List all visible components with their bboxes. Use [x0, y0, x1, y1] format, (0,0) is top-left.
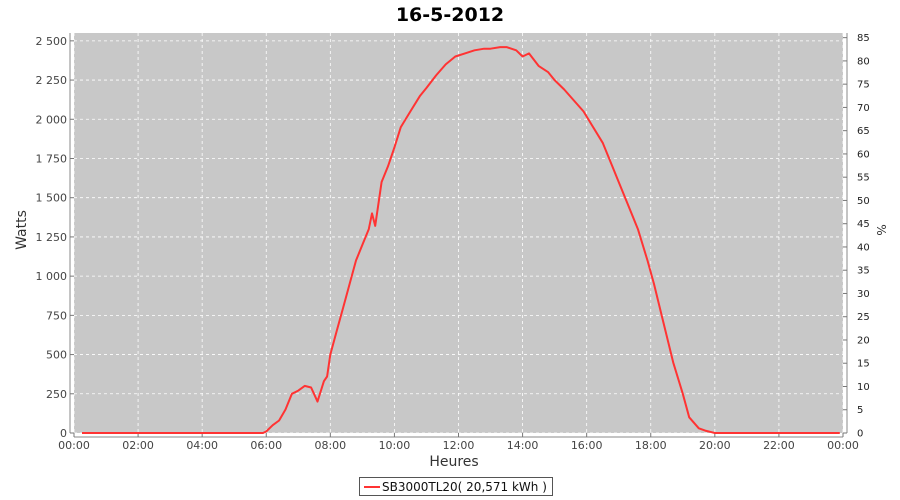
- x-tick-label: 14:00: [507, 439, 539, 452]
- y2-tick-label: 75: [857, 80, 870, 91]
- x-tick-label: 06:00: [250, 439, 282, 452]
- x-tick-label: 12:00: [443, 439, 475, 452]
- y-tick-label: 2 250: [36, 74, 68, 87]
- y2-axis-ticks: 0 5 10 15 20 25 30 35 40 45 50 55 60 65 70 75 80 85: [843, 33, 870, 440]
- y-axis-ticks: 0 250 500 750 1 000 1 250 1 500 1 750 2 000 2 250…: [36, 35, 74, 440]
- legend-swatch: [364, 485, 380, 488]
- x-tick-label: 20:00: [699, 439, 731, 452]
- y-tick-label: 1 250: [36, 231, 68, 244]
- y-tick-label: 1 500: [36, 192, 68, 205]
- y2-tick-label: 55: [857, 173, 870, 184]
- y-tick-label: 1 750: [36, 152, 68, 165]
- y-tick-label: 2 000: [36, 113, 68, 126]
- gridlines: [73, 33, 844, 434]
- x-axis-label: Heures: [429, 454, 478, 470]
- y-tick-label: 500: [46, 349, 67, 362]
- x-axis-ticks: 00:00 02:00 04:00 06:00 08:00 10:00 12:00 14:00…: [58, 433, 859, 452]
- legend: SB3000TL20( 20,571 kWh ): [359, 477, 553, 496]
- series-line: [82, 46, 840, 434]
- y2-tick-label: 35: [857, 266, 870, 277]
- y2-tick-label: 30: [857, 289, 870, 300]
- y2-tick-label: 85: [857, 33, 870, 44]
- x-tick-label: 02:00: [122, 439, 154, 452]
- x-tick-label: 18:00: [635, 439, 667, 452]
- y-axis-label: Watts: [14, 210, 30, 250]
- y-tick-label: 750: [46, 309, 67, 322]
- y2-tick-label: 0: [857, 429, 863, 440]
- y-tick-label: 250: [46, 388, 67, 401]
- y2-tick-label: 80: [857, 56, 870, 67]
- y-tick-label: 2 500: [36, 35, 68, 48]
- y-tick-label: 0: [60, 427, 67, 440]
- x-tick-label: 00:00: [58, 439, 90, 452]
- y2-tick-label: 40: [857, 242, 870, 253]
- y2-tick-label: 60: [857, 149, 870, 160]
- y2-tick-label: 10: [857, 382, 870, 393]
- y2-tick-label: 5: [857, 405, 863, 416]
- y2-tick-label: 25: [857, 312, 870, 323]
- x-tick-label: 10:00: [379, 439, 411, 452]
- y2-tick-label: 15: [857, 359, 870, 370]
- x-tick-label: 22:00: [763, 439, 795, 452]
- x-tick-label: 04:00: [186, 439, 218, 452]
- y2-tick-label: 70: [857, 103, 870, 114]
- x-tick-label: 08:00: [314, 439, 346, 452]
- y2-tick-label: 65: [857, 126, 870, 137]
- x-tick-label: 00:00: [827, 439, 859, 452]
- chart-title: 16-5-2012: [396, 4, 504, 26]
- legend-label: SB3000TL20( 20,571 kWh ): [382, 479, 547, 494]
- y2-axis-label: %: [874, 224, 888, 235]
- x-tick-label: 16:00: [571, 439, 603, 452]
- y2-tick-label: 20: [857, 335, 870, 346]
- y2-tick-label: 50: [857, 196, 870, 207]
- y-tick-label: 1 000: [36, 270, 68, 283]
- y2-tick-label: 45: [857, 219, 870, 230]
